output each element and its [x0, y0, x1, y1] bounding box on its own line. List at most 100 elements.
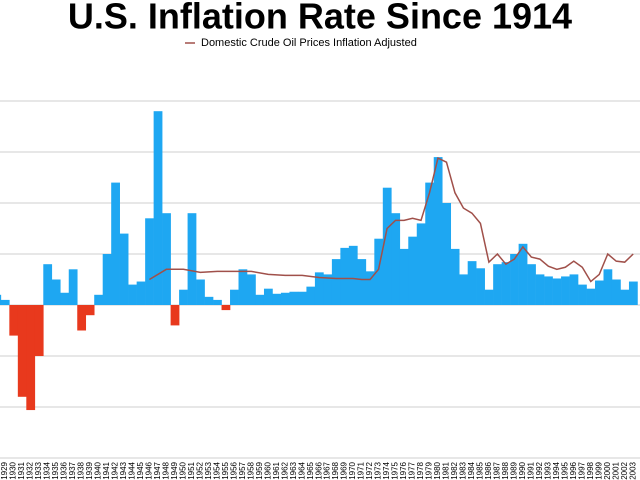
area-bar: [314, 272, 324, 305]
x-tick-label: 1936: [60, 461, 69, 479]
area-bar: [162, 213, 171, 305]
area-bar: [510, 254, 519, 305]
x-tick-label: 1980: [433, 461, 442, 479]
area-bar: [34, 305, 44, 356]
x-tick-label: 1947: [153, 461, 162, 479]
x-tick-label: 1968: [331, 461, 340, 479]
x-tick-label: 1971: [357, 461, 366, 479]
area-bar: [170, 305, 180, 326]
x-tick-label: 1949: [170, 461, 179, 479]
x-tick-label: 1996: [569, 461, 578, 479]
x-tick-label: 1969: [340, 461, 349, 479]
x-tick-label: 1984: [467, 461, 476, 479]
x-tick-label: 1940: [94, 461, 103, 479]
x-tick-label: 2003: [628, 461, 637, 479]
x-tick-label: 1990: [518, 461, 527, 479]
x-tick-label: 1981: [442, 461, 451, 479]
x-tick-label: 1997: [577, 461, 586, 479]
area-bar: [247, 274, 256, 305]
area-bar: [102, 254, 112, 305]
x-tick-label: 1992: [535, 461, 544, 479]
area-bar: [128, 284, 137, 305]
area-bar: [297, 291, 307, 305]
area-bar: [365, 271, 375, 305]
chart-title: U.S. Inflation Rate Since 1914: [68, 0, 572, 37]
area-bar: [0, 299, 10, 305]
x-tick-label: 1982: [450, 461, 459, 479]
area-bar: [442, 203, 452, 305]
x-tick-label: 1959: [255, 461, 264, 479]
area-bar: [179, 289, 188, 305]
area-bar: [459, 274, 468, 305]
x-tick-label: 1939: [85, 461, 94, 479]
x-tick-label: 1993: [543, 461, 552, 479]
x-tick-label: 1963: [289, 461, 298, 479]
area-bar: [586, 288, 596, 305]
area-bar: [450, 248, 460, 305]
x-tick-label: 1948: [161, 461, 170, 479]
x-tick-label: 1961: [272, 461, 281, 479]
x-tick-label: 1943: [119, 461, 128, 479]
x-tick-label: 1994: [552, 461, 561, 479]
area-bar: [357, 259, 367, 305]
x-tick-label: 1941: [102, 461, 111, 479]
area-bar: [213, 299, 222, 305]
area-bar: [595, 280, 604, 305]
area-bar: [416, 223, 426, 305]
x-tick-label: 1991: [526, 461, 535, 479]
x-tick-label: 1930: [9, 461, 18, 479]
area-bar: [9, 305, 19, 336]
area-bar: [391, 213, 401, 305]
area-bar: [484, 289, 494, 305]
x-tick-label: 1972: [365, 461, 374, 479]
area-bar: [561, 276, 570, 305]
area-bar: [187, 213, 197, 305]
x-tick-label: 1986: [484, 461, 493, 479]
area-bar: [204, 296, 214, 305]
area-bar: [111, 182, 120, 305]
x-tick-label: 1967: [323, 461, 332, 479]
x-tick-label: 1957: [238, 461, 247, 479]
area-bar: [348, 245, 358, 305]
area-bar: [68, 269, 78, 305]
x-tick-label: 1976: [399, 461, 408, 479]
x-tick-label: 1989: [509, 461, 518, 479]
area-bar: [94, 294, 104, 305]
area-bar: [43, 264, 53, 305]
x-tick-label: 1956: [229, 461, 238, 479]
area-bar: [578, 284, 587, 305]
area-bar: [535, 274, 545, 305]
area-bar: [272, 293, 282, 305]
area-bar: [603, 269, 613, 305]
area-bar: [26, 305, 36, 411]
area-bar: [628, 281, 638, 305]
area-bar: [323, 274, 333, 305]
area-bar: [467, 261, 477, 305]
area-bar: [136, 281, 146, 305]
legend-label: Domestic Crude Oil Prices Inflation Adju…: [201, 37, 417, 49]
area-bar: [196, 279, 205, 305]
area-bar: [476, 268, 485, 305]
x-tick-label: 1935: [51, 461, 60, 479]
x-tick-label: 1952: [195, 461, 204, 479]
x-tick-label: 1979: [425, 461, 434, 479]
x-tick-label: 1932: [26, 461, 35, 479]
x-tick-label: 1985: [476, 461, 485, 479]
area-bar: [17, 305, 27, 397]
x-tick-label: 1938: [77, 461, 86, 479]
area-bar: [119, 233, 129, 305]
x-tick-label: 1951: [187, 461, 196, 479]
x-tick-label: 1975: [391, 461, 400, 479]
x-tick-label: 1954: [212, 461, 221, 479]
area-bar: [527, 264, 536, 305]
x-tick-label: 1973: [374, 461, 383, 479]
x-tick-label: 1933: [34, 461, 43, 479]
area-bar: [620, 289, 630, 305]
area-bar: [433, 157, 443, 305]
area-bar: [280, 292, 290, 305]
x-tick-label: 1953: [204, 461, 213, 479]
x-tick-label: 1995: [560, 461, 569, 479]
area-bar: [374, 238, 384, 305]
x-tick-label: 1960: [263, 461, 272, 479]
x-tick-label: 1942: [111, 461, 120, 479]
